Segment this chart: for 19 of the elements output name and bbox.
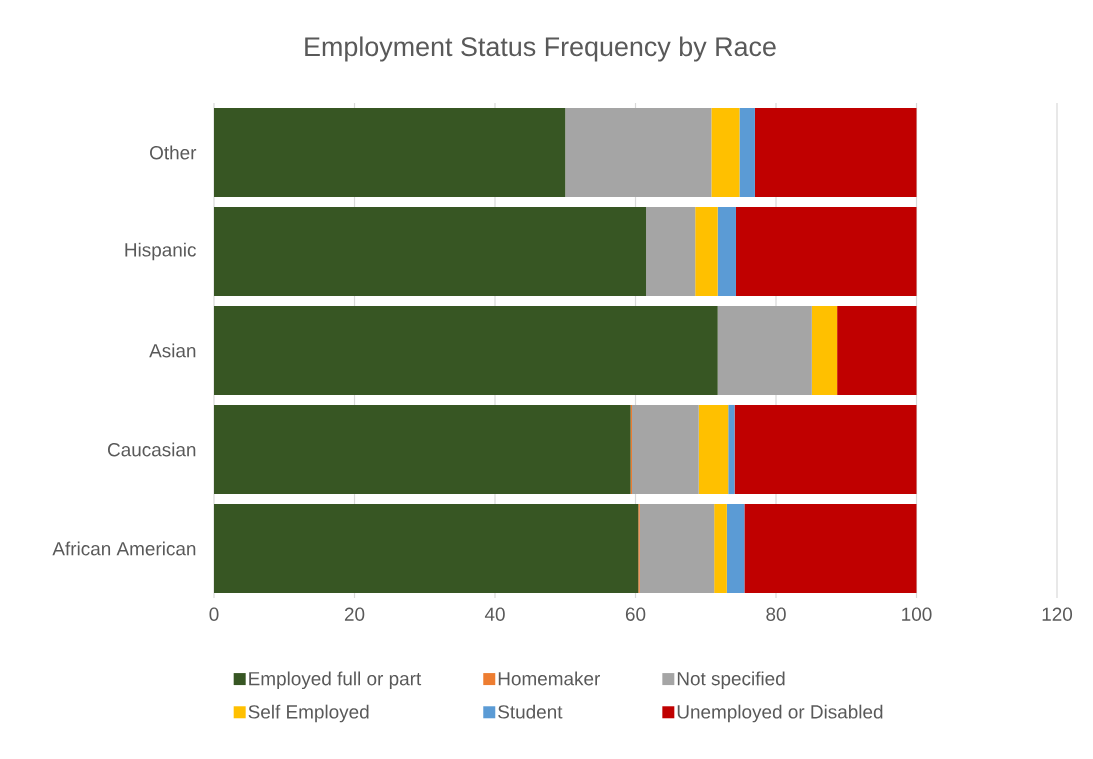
x-tick-label: 120 bbox=[1042, 607, 1073, 621]
legend-label: Student bbox=[498, 704, 563, 719]
chart-title: Employment Status Frequency by Race bbox=[305, 36, 776, 62]
legend-label: Self Employed bbox=[248, 704, 369, 723]
legend-label: Employed full or part bbox=[249, 671, 422, 690]
legend-label: Unemployed or Disabled bbox=[677, 704, 883, 723]
x-tick-label: 20 bbox=[344, 607, 365, 621]
x-tick-label: 100 bbox=[902, 607, 932, 621]
y-tick-label: Asian bbox=[149, 343, 196, 358]
y-tick-label: Other bbox=[150, 145, 197, 160]
x-tick-label: 60 bbox=[625, 607, 646, 621]
x-tick-label: 80 bbox=[766, 607, 786, 621]
y-tick-label: African American bbox=[52, 541, 196, 556]
y-tick-label: Hispanic bbox=[125, 242, 196, 261]
y-tick-label: Caucasian bbox=[108, 442, 196, 457]
legend-label: Homemaker bbox=[498, 671, 601, 686]
x-tick-label: 0 bbox=[209, 607, 219, 621]
x-tick-label: 40 bbox=[484, 607, 505, 621]
legend-label: Not specified bbox=[677, 671, 785, 690]
